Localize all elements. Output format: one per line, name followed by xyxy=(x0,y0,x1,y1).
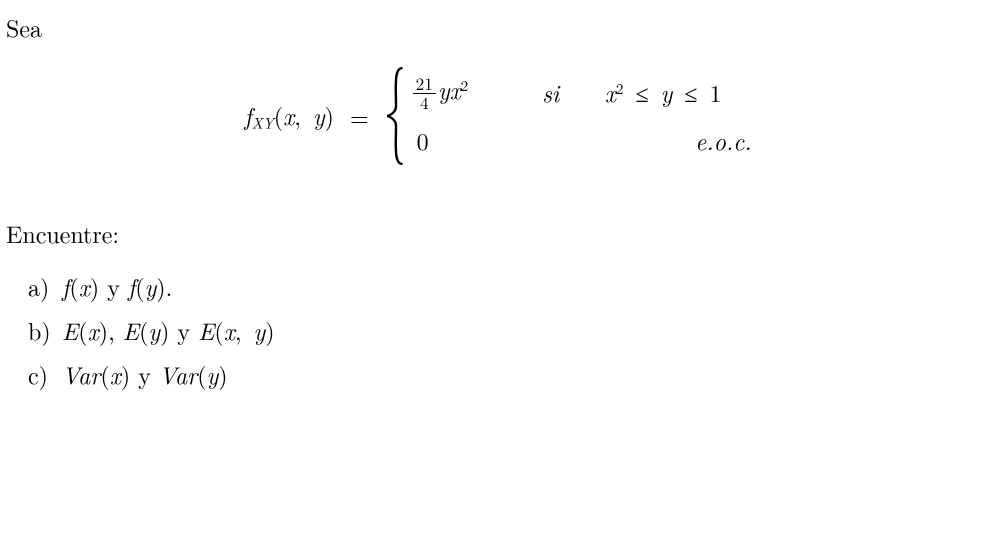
item-b: b) E(x), E(y) y E(x, y) xyxy=(28,312,996,348)
cases-wrap: 21 4 yx2 si x2 ≤ y ≤ 1 0 xyxy=(385,66,758,166)
b-exy-open: ( xyxy=(214,313,223,347)
cond-le1: ≤ xyxy=(635,75,648,109)
b-c1: , xyxy=(108,313,123,347)
c-vx-ar: ar xyxy=(78,357,100,391)
cond-one: 1 xyxy=(709,75,721,109)
b-exy-y: y xyxy=(254,313,266,347)
equation-block: fXY(x, y) = 21 4 yx2 si x2 xyxy=(6,66,996,166)
item-c-body: Var(x) y Var(y) xyxy=(62,356,228,392)
case1-x: x xyxy=(450,72,461,106)
lhs-open: ( xyxy=(274,98,283,132)
c-vy-ar: ar xyxy=(175,357,197,391)
case1-x-exp: 2 xyxy=(461,75,468,96)
case-row-2: 0 e.o.c. xyxy=(411,116,758,164)
lhs-sub: XY xyxy=(252,113,274,134)
lhs-close: ) xyxy=(325,98,334,132)
case1-fraction: 21 4 xyxy=(413,75,436,112)
eoc-text: e.o.c. xyxy=(695,123,751,157)
intro-text: Sea xyxy=(6,10,996,44)
a-fx-x: x xyxy=(79,269,90,303)
c-vy-y: y xyxy=(207,357,219,391)
b-ey-e: E xyxy=(123,313,139,347)
a-fy-y: y xyxy=(145,269,157,303)
case-row-1: 21 4 yx2 si x2 ≤ y ≤ 1 xyxy=(411,68,758,116)
b-ex-open: ( xyxy=(78,313,87,347)
b-ey-y: y xyxy=(148,313,160,347)
cases-body: 21 4 yx2 si x2 ≤ y ≤ 1 0 xyxy=(411,68,758,164)
b-ey-open: ( xyxy=(139,313,148,347)
c-vy-v: V xyxy=(159,357,175,391)
c-sep: y xyxy=(130,357,159,391)
item-a: a) f(x) y f(y). xyxy=(28,268,996,304)
a-fx-open: ( xyxy=(69,269,78,303)
lhs-x: x xyxy=(283,98,294,132)
item-a-marker: a) xyxy=(28,268,62,304)
lhs-f: f xyxy=(244,98,251,132)
b-sep: y xyxy=(169,313,198,347)
cond-y: y xyxy=(661,75,673,109)
b-ex-e: E xyxy=(62,313,78,347)
case1-si: si xyxy=(521,75,581,109)
b-ex-x: x xyxy=(88,313,99,347)
case1-condition: x2 ≤ y ≤ 1 xyxy=(581,75,746,109)
case2-eoc: e.o.c. xyxy=(587,123,758,157)
item-b-body: E(x), E(y) y E(x, y) xyxy=(62,312,275,348)
cond-x-exp: 2 xyxy=(616,78,623,99)
frac-den: 4 xyxy=(413,93,436,112)
prompt-text: Encuentre: xyxy=(6,216,996,250)
left-brace-icon xyxy=(385,66,407,166)
c-vx-close: ) xyxy=(121,357,130,391)
b-exy-comma: , xyxy=(235,313,242,347)
a-fx-close: ) xyxy=(90,269,99,303)
c-vx-open: ( xyxy=(100,357,109,391)
equation-lhs: fXY(x, y) xyxy=(244,98,334,134)
a-fy-open: ( xyxy=(135,269,144,303)
c-vx-v: V xyxy=(62,357,78,391)
case2-zero: 0 xyxy=(417,123,429,157)
b-exy-e: E xyxy=(198,313,214,347)
b-ex-close: ) xyxy=(99,313,108,347)
case1-value: 21 4 yx2 xyxy=(411,72,521,112)
item-c: c) Var(x) y Var(y) xyxy=(28,356,996,392)
item-a-body: f(x) y f(y). xyxy=(62,268,172,304)
intro-word: Sea xyxy=(6,10,42,44)
case2-value: 0 xyxy=(411,123,527,157)
b-exy-x: x xyxy=(224,313,235,347)
b-exy-close: ) xyxy=(265,313,274,347)
a-period: . xyxy=(166,269,173,303)
lhs-y: y xyxy=(313,98,325,132)
a-fy-close: ) xyxy=(156,269,165,303)
c-vy-open: ( xyxy=(197,357,206,391)
cond-le2: ≤ xyxy=(684,75,697,109)
item-b-marker: b) xyxy=(28,312,62,348)
c-vx-x: x xyxy=(110,357,121,391)
a-sep: y xyxy=(99,269,128,303)
item-c-marker: c) xyxy=(28,356,62,392)
equation-inner: fXY(x, y) = 21 4 yx2 si x2 xyxy=(244,66,757,166)
lhs-comma: , xyxy=(294,98,301,132)
equals-sign: = xyxy=(350,99,369,133)
prompt-word: Encuentre: xyxy=(6,216,119,250)
question-list: a) f(x) y f(y). b) E(x), E(y) y E(x, y) … xyxy=(6,268,996,392)
cond-x: x xyxy=(605,75,616,109)
c-vy-close: ) xyxy=(218,357,227,391)
case1-y: y xyxy=(438,72,450,106)
